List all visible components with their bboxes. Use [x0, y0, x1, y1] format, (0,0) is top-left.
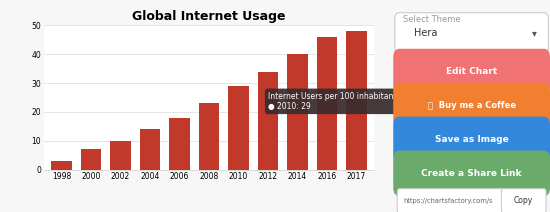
Bar [228, 86, 249, 170]
Text: Select Theme: Select Theme [403, 15, 460, 24]
Bar [346, 31, 367, 170]
Bar [317, 37, 337, 170]
Bar [257, 72, 278, 170]
FancyBboxPatch shape [502, 189, 546, 212]
Bar [51, 161, 72, 170]
Bar [111, 141, 131, 170]
Text: https://chartsfactory.com/s: https://chartsfactory.com/s [404, 198, 493, 204]
FancyBboxPatch shape [395, 13, 548, 54]
Text: 🧸  Buy me a Coffee: 🧸 Buy me a Coffee [427, 101, 516, 110]
Text: Save as Image: Save as Image [434, 135, 509, 144]
Bar [287, 54, 307, 170]
Bar [81, 149, 101, 170]
FancyBboxPatch shape [393, 83, 550, 128]
FancyBboxPatch shape [393, 117, 550, 162]
Text: Edit Chart: Edit Chart [446, 67, 497, 76]
FancyBboxPatch shape [397, 189, 504, 212]
Bar [199, 103, 219, 170]
Text: Create a Share Link: Create a Share Link [421, 169, 522, 178]
Bar [169, 118, 190, 170]
Text: Hera: Hera [414, 28, 437, 38]
Bar [140, 129, 161, 170]
Title: Global Internet Usage: Global Internet Usage [132, 10, 286, 23]
Text: ▾: ▾ [532, 28, 537, 38]
FancyBboxPatch shape [393, 49, 550, 94]
FancyBboxPatch shape [393, 151, 550, 196]
Text: Internet Users per 100 inhabitants
● 2010: 29: Internet Users per 100 inhabitants ● 201… [268, 92, 400, 111]
Text: Copy: Copy [514, 196, 534, 205]
